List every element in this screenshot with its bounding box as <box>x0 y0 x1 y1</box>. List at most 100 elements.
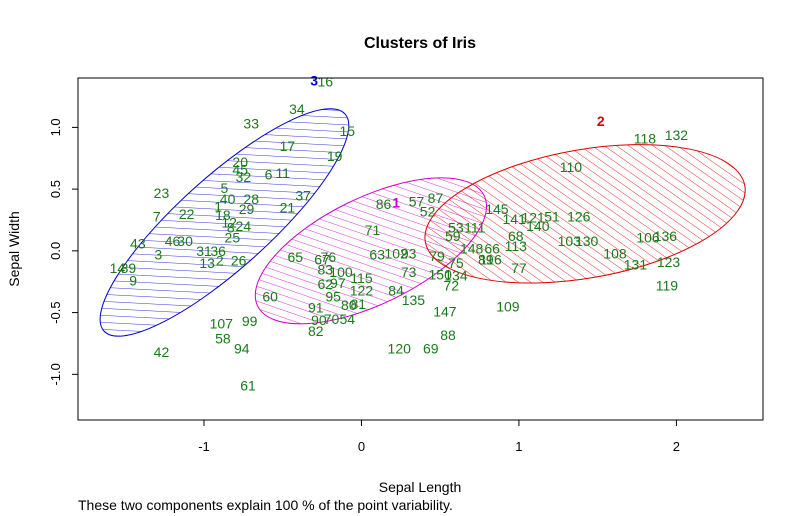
point-label: 24 <box>236 218 252 234</box>
y-tick-label: 1.0 <box>48 118 63 136</box>
point-label: 14 <box>110 260 126 276</box>
point-label: 130 <box>575 233 599 249</box>
point-label: 73 <box>401 264 417 280</box>
point-label: 120 <box>388 340 412 356</box>
point-label: 61 <box>240 377 256 393</box>
point-label: 19 <box>327 148 343 164</box>
point-label: 37 <box>295 187 311 203</box>
point-label: 80 <box>341 297 357 313</box>
cluster-label-2: 2 <box>597 113 605 129</box>
point-label: 17 <box>280 138 296 154</box>
point-label: 62 <box>317 276 333 292</box>
point-label: 34 <box>289 101 305 117</box>
point-label: 87 <box>428 190 444 206</box>
point-label: 2 <box>216 253 224 269</box>
point-label: 42 <box>154 344 170 360</box>
point-label: 40 <box>220 191 236 207</box>
point-label: 59 <box>445 228 461 244</box>
point-label: 12 <box>221 214 237 230</box>
x-tick-label: -1 <box>198 439 210 454</box>
point-label: 107 <box>210 316 234 332</box>
point-label: 21 <box>280 200 296 216</box>
point-label: 140 <box>526 218 550 234</box>
point-label: 5 <box>221 180 229 196</box>
point-label: 79 <box>429 248 445 264</box>
point-label: 132 <box>665 127 689 143</box>
point-label: 76 <box>321 249 337 265</box>
point-label: 65 <box>288 249 304 265</box>
point-label: 71 <box>365 222 381 238</box>
point-label: 134 <box>444 268 468 284</box>
point-label: 102 <box>384 245 408 261</box>
point-label: 58 <box>215 331 231 347</box>
point-label: 63 <box>369 247 385 263</box>
point-label: 60 <box>262 289 278 305</box>
point-label: 1 <box>214 198 222 214</box>
point-label: 122 <box>350 282 374 298</box>
point-label: 91 <box>308 300 324 316</box>
x-axis: -1 0 1 2 <box>198 419 680 454</box>
point-label: 110 <box>560 159 583 175</box>
point-label: 83 <box>317 261 333 277</box>
point-label: 67 <box>314 251 330 267</box>
point-label: 66 <box>484 240 500 256</box>
point-label: 68 <box>508 228 524 244</box>
point-label: 111 <box>464 219 485 235</box>
cluster-ellipse-3 <box>99 108 350 337</box>
point-label: 106 <box>636 229 660 245</box>
point-label: 16 <box>317 74 333 90</box>
cluster-label-1: 1 <box>392 195 400 211</box>
point-label: 43 <box>130 235 146 251</box>
point-label: 88 <box>440 327 456 343</box>
point-label: 29 <box>239 201 255 217</box>
point-label: 103 <box>558 233 582 249</box>
point-label: 53 <box>448 219 464 235</box>
cluster-label-3: 3 <box>310 72 318 88</box>
point-label: 126 <box>567 208 591 224</box>
point-label: 3 <box>154 247 162 263</box>
point-label: 45 <box>232 161 248 177</box>
point-label: 135 <box>402 292 426 308</box>
point-label: 39 <box>121 260 137 276</box>
point-label: 8 <box>227 219 235 235</box>
point-label: 95 <box>325 289 341 305</box>
x-tick-label: 1 <box>515 439 522 454</box>
point-label: 141 <box>503 211 527 227</box>
point-label: 84 <box>388 282 404 298</box>
point-label: 148 <box>460 240 484 256</box>
point-label: 150 <box>429 266 453 282</box>
point-label: 75 <box>448 255 464 271</box>
point-label: 145 <box>485 201 509 217</box>
point-label: 13 <box>199 255 215 271</box>
point-label: 23 <box>154 185 170 201</box>
point-label: 116 <box>479 251 502 267</box>
point-label: 97 <box>330 275 346 291</box>
point-label: 100 <box>329 264 353 280</box>
point-label: 115 <box>350 270 373 286</box>
point-label: 81 <box>351 296 367 312</box>
point-label: 147 <box>433 303 457 319</box>
x-axis-label: Sepal Length <box>379 479 462 495</box>
point-label: 7 <box>153 208 161 224</box>
point-label: 26 <box>231 253 247 269</box>
point-label: 108 <box>603 245 627 261</box>
footnote: These two components explain 100 % of th… <box>78 497 453 513</box>
point-label: 72 <box>443 277 459 293</box>
point-label: 89 <box>478 251 494 267</box>
point-label: 121 <box>521 210 545 226</box>
y-tick-label: -0.5 <box>48 301 63 323</box>
point-label: 82 <box>308 323 324 339</box>
point-label: 70 <box>324 311 340 327</box>
point-label: 28 <box>243 191 259 207</box>
point-label: 69 <box>423 340 439 356</box>
point-label: 113 <box>505 238 528 254</box>
x-tick-label: 2 <box>673 439 680 454</box>
point-label: 20 <box>232 154 248 170</box>
point-label: 90 <box>311 312 327 328</box>
point-label: 109 <box>496 298 520 314</box>
point-label: 52 <box>420 203 436 219</box>
point-label: 136 <box>654 228 678 244</box>
y-tick-label: -1.0 <box>48 363 63 385</box>
y-tick-label: 0.5 <box>48 180 63 198</box>
